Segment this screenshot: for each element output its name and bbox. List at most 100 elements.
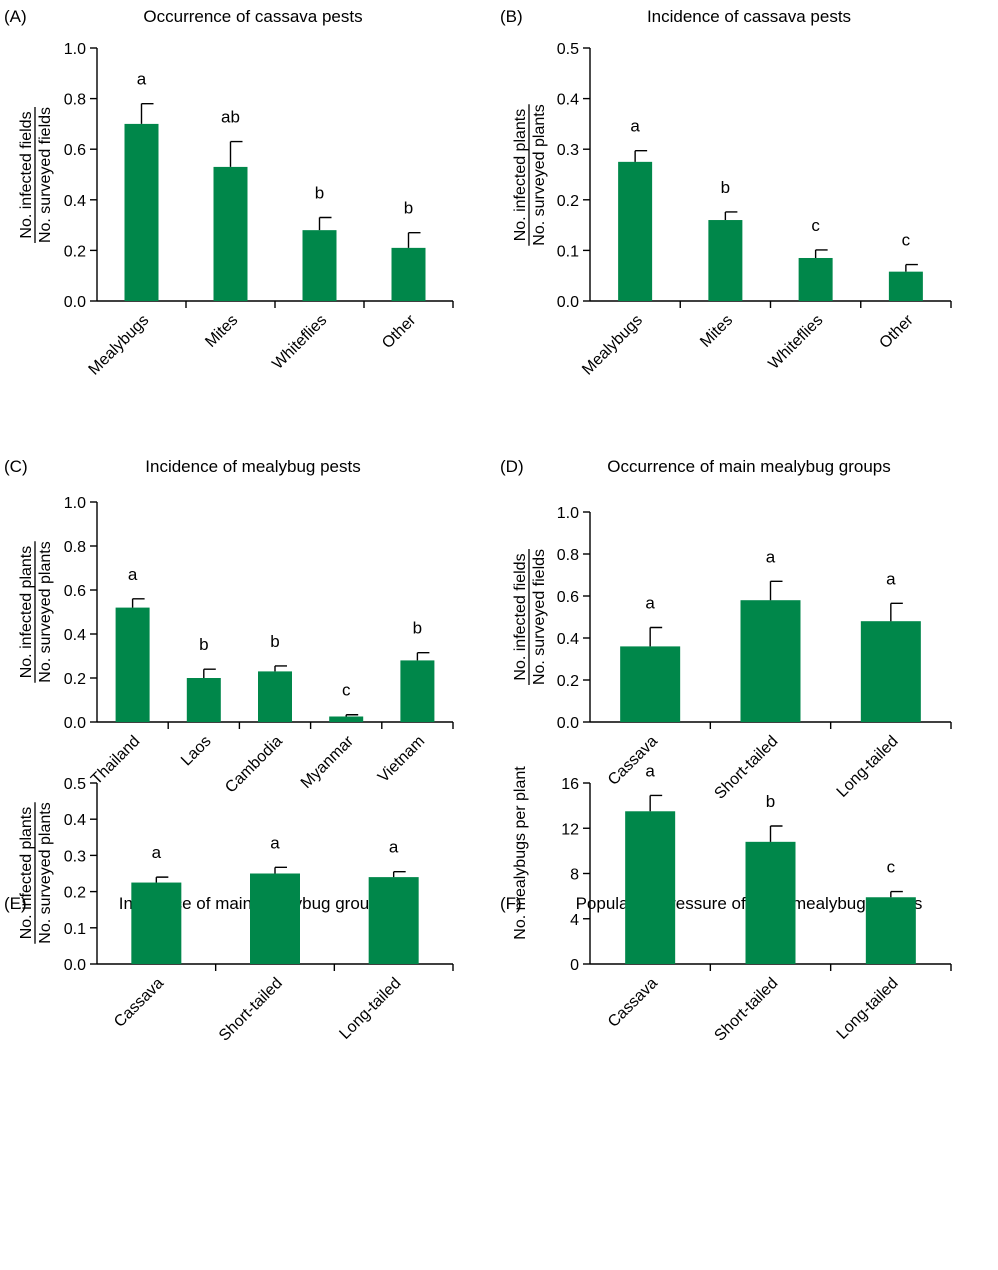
y-tick-label: 0.8: [64, 539, 86, 556]
y-tick-label: 0.3: [64, 848, 86, 865]
error-bar: [769, 580, 783, 601]
y-tick-label: 0.2: [64, 885, 86, 902]
category-label: Whiteflies: [269, 312, 330, 373]
chart-panel-1: (A) Occurrence of cassava pests 0.0 0.2 0.4 0…: [4, 7, 454, 379]
panel-letter: (E): [4, 894, 27, 913]
y-axis-label-numerator: No. infected fields: [18, 111, 35, 238]
category-label: Mites: [202, 312, 241, 351]
y-axis-label-numerator: No. infected plants: [512, 109, 529, 242]
error-bar: [814, 249, 828, 258]
category-label: Whiteflies: [765, 312, 826, 373]
y-tick-label: 0.2: [557, 673, 579, 690]
chart-panel-3: (C) Incidence of mealybug pests 0.0 0.2 0.4 0…: [4, 457, 454, 796]
category-label: Cassava: [605, 975, 661, 1031]
panel-letter: (A): [4, 7, 27, 26]
significance-letter: ab: [221, 108, 240, 127]
y-tick-label: 0.8: [557, 547, 579, 564]
category-label: Thailand: [88, 733, 143, 788]
bar-mealybugs: [124, 123, 159, 302]
y-tick-label: 0.4: [64, 627, 86, 644]
y-tick-label: 0.4: [64, 812, 86, 829]
y-tick-label: 0.3: [557, 142, 579, 159]
bar-mites: [213, 166, 248, 301]
y-tick-label: 0.0: [64, 715, 86, 732]
significance-letter: b: [413, 619, 422, 638]
significance-letter: a: [389, 838, 399, 857]
bar-laos: [186, 678, 221, 722]
y-tick-label: 1.0: [557, 505, 579, 522]
significance-letter: b: [270, 632, 279, 651]
significance-letter: b: [766, 792, 775, 811]
y-tick-label: 0.1: [64, 921, 86, 938]
y-axis-label-denominator: No. surveyed plants: [531, 104, 548, 245]
bar-mites: [708, 220, 743, 301]
error-bar: [634, 150, 648, 162]
category-label: Mealybugs: [579, 312, 646, 379]
significance-letter: c: [342, 681, 351, 700]
category-label: Other: [379, 311, 420, 352]
category-label: Other: [876, 311, 917, 352]
bar-cassava: [625, 811, 676, 964]
category-label: Short-tailed: [711, 975, 781, 1045]
chart-panel-5: (E)Incidence of main mealybug groups0.00…: [4, 776, 454, 1045]
significance-letter: a: [270, 833, 280, 852]
bar-thailand: [115, 607, 150, 722]
error-bar: [407, 231, 421, 248]
panel-letter: (C): [4, 457, 28, 476]
bar-cambodia: [258, 671, 292, 722]
panel-letter: (B): [500, 7, 523, 26]
y-tick-label: 0.5: [557, 41, 579, 58]
bar-cassava: [620, 646, 681, 722]
significance-letter: a: [152, 843, 162, 862]
y-tick-label: 0: [570, 957, 579, 974]
error-bar: [392, 870, 406, 878]
error-bar: [890, 602, 903, 622]
bar-short-tailed: [740, 600, 801, 722]
error-bar: [890, 890, 903, 898]
chart-title: Incidence of cassava pests: [647, 7, 851, 26]
bar-other: [391, 247, 426, 301]
bar-cassava: [131, 882, 182, 964]
bar-myanmar: [329, 716, 364, 722]
bar-long-tailed: [860, 621, 921, 722]
y-tick-label: 8: [570, 867, 579, 884]
y-tick-label: 0.8: [64, 92, 86, 109]
bar-long-tailed: [368, 877, 419, 964]
category-label: Laos: [178, 733, 215, 770]
y-axis-label: No. mealybugs per plant: [512, 766, 529, 940]
y-tick-label: 0.6: [64, 142, 86, 159]
y-axis-label-denominator: No. surveyed plants: [37, 802, 54, 943]
y-tick-label: 0.4: [64, 193, 86, 210]
category-label: Short-tailed: [216, 975, 286, 1045]
y-tick-label: 0.6: [64, 583, 86, 600]
chart-title: Occurrence of main mealybug groups: [607, 457, 890, 476]
panel-letter: (F): [500, 894, 522, 913]
chart-panel-4: (D) Occurrence of main mealybug groups 0.0…: [500, 457, 952, 803]
error-bar: [649, 794, 663, 812]
y-tick-label: 1.0: [64, 41, 86, 58]
error-bar: [345, 714, 359, 717]
y-tick-label: 16: [561, 776, 579, 793]
bar-long-tailed: [865, 897, 916, 964]
significance-letter: b: [199, 635, 208, 654]
y-tick-label: 1.0: [64, 495, 86, 512]
category-label: Long-tailed: [834, 975, 902, 1043]
bar-mealybugs: [618, 161, 653, 301]
y-axis-label-numerator: No. infected fields: [512, 553, 529, 680]
y-tick-label: 0.0: [557, 294, 579, 311]
significance-letter: a: [645, 761, 655, 780]
y-tick-label: 0.2: [64, 243, 86, 260]
category-label: Cassava: [111, 975, 167, 1031]
y-axis-label-numerator: No. infected plants: [18, 546, 35, 679]
error-bar: [724, 211, 738, 221]
significance-letter: c: [811, 216, 820, 235]
y-tick-label: 0.1: [557, 243, 579, 260]
chart-panel-6: (F)Population pressure of main mealybug …: [500, 761, 952, 1045]
y-tick-label: 0.5: [64, 776, 86, 793]
significance-letter: c: [887, 858, 896, 877]
bar-whiteflies: [302, 230, 337, 301]
error-bar: [318, 216, 332, 231]
chart-title: Incidence of mealybug pests: [145, 457, 360, 476]
significance-letter: a: [766, 547, 776, 566]
